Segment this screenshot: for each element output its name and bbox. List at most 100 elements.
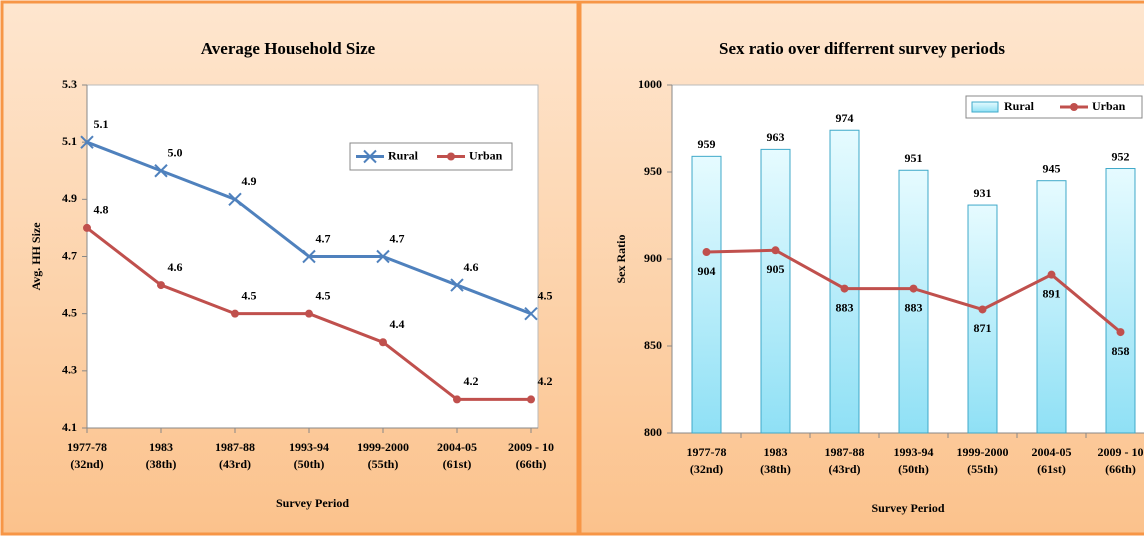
marker — [157, 281, 165, 290]
marker — [1116, 328, 1125, 337]
data-label: 4.2 — [464, 374, 479, 388]
marker — [453, 395, 461, 404]
bar — [760, 148, 791, 434]
legend-marker — [447, 152, 455, 161]
x-tick-label: (43rd) — [829, 462, 861, 476]
legend-label: Urban — [1092, 99, 1126, 113]
y-tick-label: 950 — [644, 164, 662, 178]
legend-swatch — [971, 101, 999, 113]
x-tick-label: 1993-94 — [289, 440, 329, 454]
data-label: 4.4 — [390, 317, 405, 331]
x-tick-label: 1987-88 — [825, 445, 865, 459]
chart-title: Average Household Size — [201, 39, 376, 58]
data-label: 963 — [767, 130, 785, 144]
y-tick-label: 4.7 — [62, 248, 77, 262]
marker — [376, 249, 390, 264]
marker — [702, 248, 711, 257]
legend-marker — [1070, 103, 1078, 111]
x-tick-label: 2004-05 — [437, 440, 477, 454]
data-label: 4.2 — [538, 374, 553, 388]
marker — [302, 249, 316, 264]
legend-label: Rural — [388, 148, 419, 162]
data-label: 4.6 — [464, 260, 479, 274]
y-tick-label: 900 — [644, 251, 662, 265]
chart-title: Sex ratio over differrent survey periods — [719, 39, 1005, 58]
legend-marker — [363, 149, 377, 164]
data-label: 883 — [836, 300, 854, 314]
y-tick-label: 4.9 — [62, 191, 77, 205]
bar — [691, 155, 722, 434]
data-label: 951 — [905, 151, 923, 165]
data-label: 4.6 — [168, 260, 183, 274]
data-label: 959 — [698, 137, 716, 151]
y-tick-label: 4.5 — [62, 305, 77, 319]
x-tick-label: (50th) — [294, 457, 325, 471]
x-tick-label: 1993-94 — [894, 445, 934, 459]
data-label: 5.0 — [168, 146, 183, 160]
bar — [967, 204, 998, 434]
data-label: 931 — [974, 186, 992, 200]
x-tick-label: (32nd) — [690, 462, 723, 476]
data-label: 904 — [698, 264, 716, 278]
marker — [1047, 270, 1056, 279]
y-tick-label: 800 — [644, 425, 662, 439]
x-tick-label: (50th) — [898, 462, 929, 476]
y-tick-label: 4.3 — [62, 363, 77, 377]
data-label: 4.5 — [242, 288, 257, 302]
x-tick-label: 1999-2000 — [357, 440, 409, 454]
marker — [228, 192, 242, 207]
marker — [527, 395, 535, 404]
x-tick-label: 1977-78 — [687, 445, 727, 459]
legend-label: Urban — [469, 148, 503, 162]
marker — [978, 305, 987, 314]
marker — [771, 246, 780, 255]
marker — [450, 278, 464, 292]
data-label: 4.9 — [242, 174, 257, 188]
marker — [305, 309, 313, 318]
data-label: 883 — [905, 300, 923, 314]
x-tick-label: (38th) — [146, 457, 177, 471]
marker — [83, 223, 91, 232]
data-label: 905 — [767, 262, 785, 276]
data-label: 858 — [1112, 344, 1130, 358]
data-label: 4.7 — [390, 231, 405, 245]
legend-label: Rural — [1004, 99, 1035, 113]
marker — [379, 338, 387, 347]
x-tick-label: (55th) — [967, 462, 998, 476]
y-tick-label: 5.1 — [62, 134, 77, 148]
x-tick-label: (43rd) — [219, 457, 251, 471]
data-label: 891 — [1043, 286, 1061, 300]
x-tick-label: (61st) — [1037, 462, 1066, 476]
y-tick-label: 4.1 — [62, 420, 77, 434]
data-label: 952 — [1112, 149, 1130, 163]
x-tick-label: 1983 — [764, 445, 788, 459]
data-label: 974 — [836, 111, 854, 125]
x-tick-label: 1983 — [149, 440, 173, 454]
x-tick-label: 1987-88 — [215, 440, 255, 454]
data-label: 871 — [974, 321, 992, 335]
x-tick-label: 2009 - 10 — [508, 440, 554, 454]
x-tick-label: 1977-78 — [67, 440, 107, 454]
marker — [909, 284, 918, 293]
marker — [231, 309, 239, 318]
x-tick-label: (38th) — [760, 462, 791, 476]
x-tick-label: 2009 - 10 — [1098, 445, 1144, 459]
data-label: 4.5 — [316, 288, 331, 302]
marker — [80, 135, 94, 149]
data-label: 4.5 — [538, 288, 553, 302]
marker — [524, 306, 538, 321]
marker — [840, 284, 849, 293]
data-label: 4.8 — [94, 203, 109, 217]
bar — [898, 169, 929, 434]
x-tick-label: (66th) — [516, 457, 547, 471]
x-tick-label: (66th) — [1105, 462, 1136, 476]
y-tick-label: 5.3 — [62, 77, 77, 91]
x-tick-label: (32nd) — [70, 457, 103, 471]
x-tick-label: (55th) — [368, 457, 399, 471]
y-tick-label: 1000 — [638, 77, 662, 91]
y-tick-label: 850 — [644, 338, 662, 352]
data-label: 5.1 — [94, 117, 109, 131]
bar — [1036, 180, 1067, 434]
x-tick-label: 1999-2000 — [957, 445, 1009, 459]
